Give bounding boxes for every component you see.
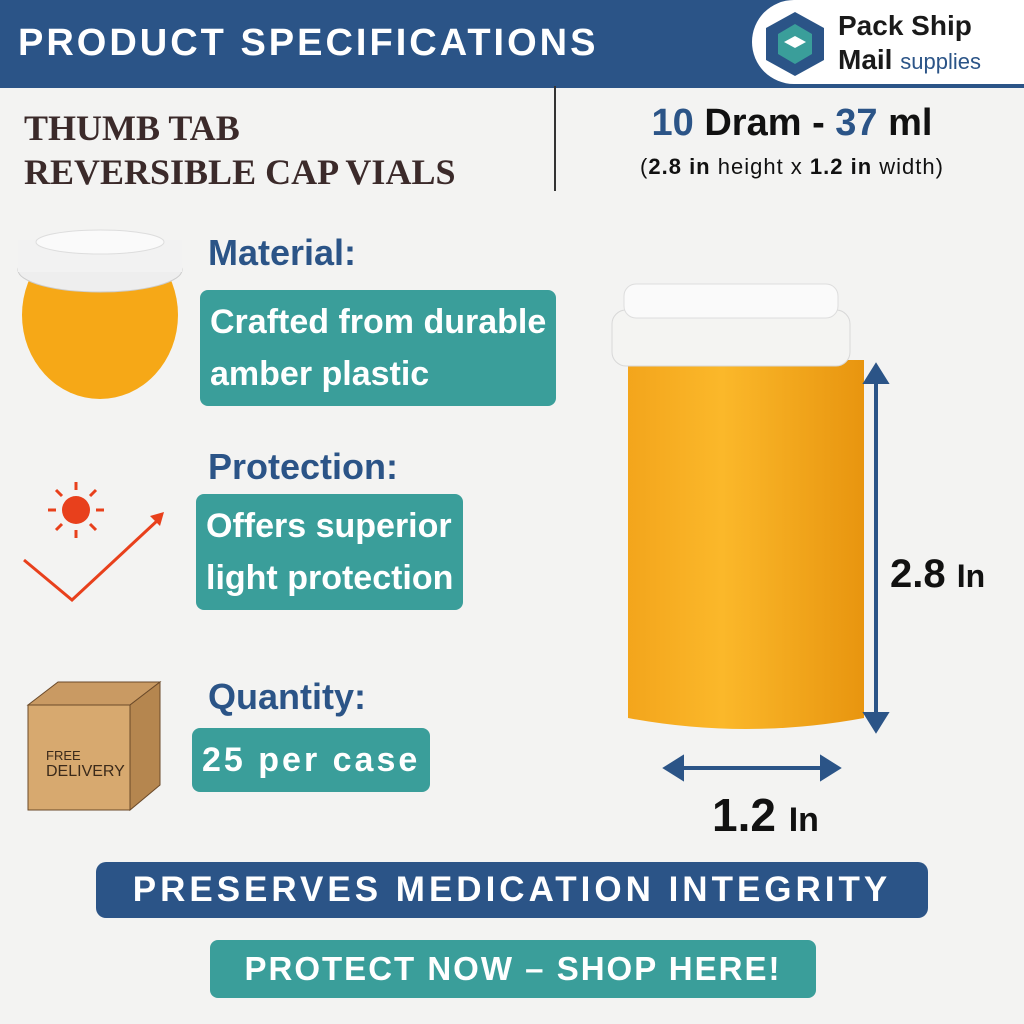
logo: Pack Ship Mail supplies (752, 0, 1024, 84)
feature-line: Crafted from durable (210, 303, 547, 341)
size-part: 10 (651, 102, 694, 144)
divider (554, 86, 556, 191)
dim-part: width) (872, 154, 944, 179)
measure-value: 1.2 (712, 789, 776, 841)
height-measure: 2.8 In (890, 552, 985, 597)
name-line: REVERSIBLE CAP VIALS (24, 152, 456, 192)
name-line: THUMB TAB (24, 108, 240, 148)
logo-text: Pack Ship (838, 10, 972, 41)
size-part: Dram - (693, 102, 836, 144)
logo-text: supplies (900, 49, 981, 74)
feature-label: Quantity: (208, 676, 366, 717)
box-label: FREE DELIVERY (46, 748, 125, 780)
width-measure: 1.2 In (712, 788, 819, 842)
dim-part: height x (710, 154, 810, 179)
box-text: FREE (46, 748, 81, 763)
dimensions: (2.8 in height x 1.2 in width) (560, 154, 1024, 180)
logo-text: Mail (838, 44, 893, 75)
header-title: PRODUCT SPECIFICATIONS (18, 22, 599, 64)
size-part: ml (877, 102, 933, 144)
measure-unit: In (956, 558, 986, 594)
box-text: DELIVERY (46, 763, 125, 780)
shop-button[interactable]: PROTECT NOW – SHOP HERE! (210, 940, 816, 998)
measure-unit: In (788, 801, 819, 839)
feature-label: Material: (208, 232, 357, 273)
feature-line: light protection (206, 559, 454, 597)
dim-part: ( (640, 154, 649, 179)
feature-text: Offers superior light protection (196, 494, 464, 610)
logo-icon (766, 12, 824, 76)
dim-part: 2.8 in (648, 154, 711, 179)
feature-text: 25 per case (192, 728, 431, 792)
feature-label: Protection: (208, 446, 399, 487)
size: 10 Dram - 37 ml (560, 102, 1024, 145)
measure-value: 2.8 (890, 552, 946, 596)
feature-line: Offers superior (206, 507, 452, 545)
vial-drawing (611, 283, 890, 782)
feature-icons (17, 229, 183, 812)
feature-line: 25 per case (202, 741, 421, 779)
dim-part: 1.2 in (809, 154, 873, 179)
product-name: THUMB TAB REVERSIBLE CAP VIALS (24, 106, 455, 194)
size-part: 37 (835, 102, 878, 144)
feature-line: amber plastic (210, 355, 430, 393)
banner: PRESERVES MEDICATION INTEGRITY (96, 862, 928, 918)
feature-text: Crafted from durable amber plastic (200, 290, 557, 406)
